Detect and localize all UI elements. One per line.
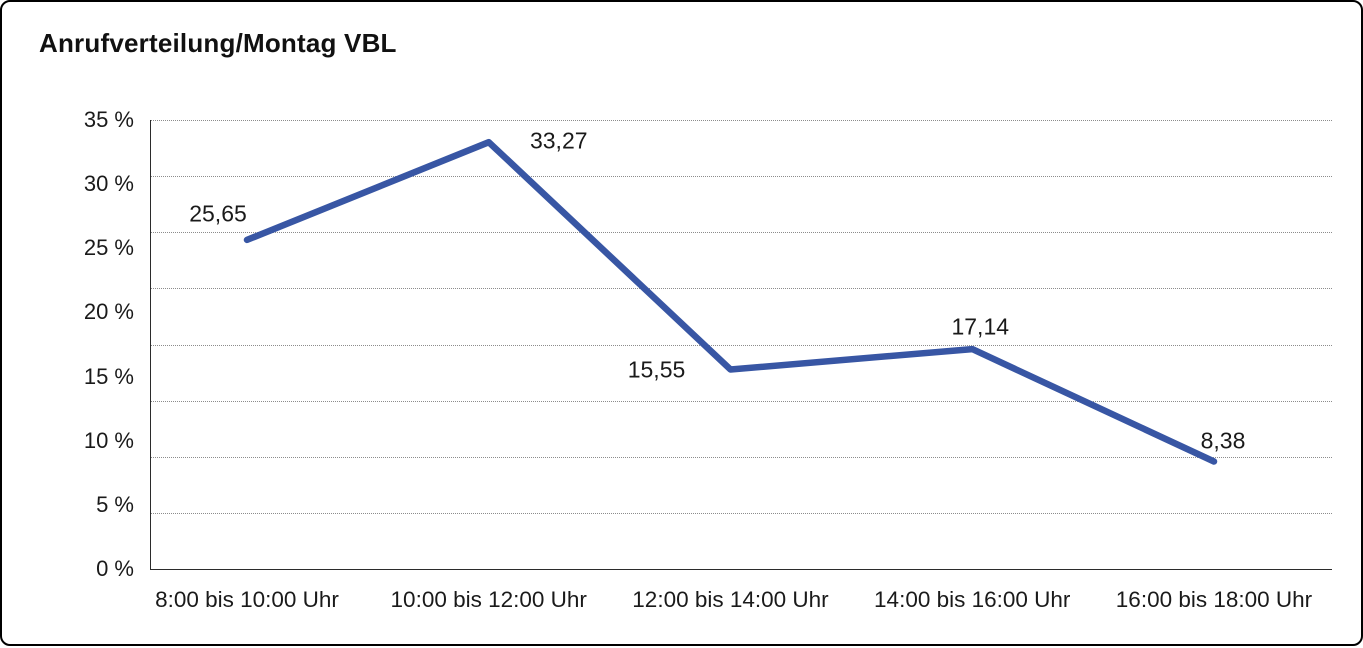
x-category-label: 14:00 bis 16:00 Uhr — [874, 587, 1071, 612]
gridline — [150, 512, 1332, 514]
x-axis-line — [150, 569, 1332, 570]
x-category-label: 8:00 bis 10:00 Uhr — [155, 587, 339, 612]
gridline — [150, 176, 1332, 178]
y-tick-label: 25 % — [83, 235, 134, 261]
y-tick-label: 10 % — [83, 427, 134, 453]
gridline — [150, 288, 1332, 290]
data-value-label: 25,65 — [189, 200, 247, 227]
y-tick-label: 5 % — [96, 491, 134, 517]
data-value-label: 8,38 — [1200, 427, 1246, 454]
gridline — [150, 232, 1332, 234]
data-value-label: 15,55 — [627, 356, 686, 383]
data-value-label: 17,14 — [951, 313, 1010, 340]
gridline — [150, 456, 1332, 458]
x-category-label: 12:00 bis 14:00 Uhr — [632, 587, 829, 612]
gridline — [150, 400, 1332, 402]
y-tick-label: 15 % — [83, 363, 134, 389]
gridline — [150, 344, 1332, 346]
chart-line — [243, 138, 1218, 465]
y-tick-label: 0 % — [96, 556, 134, 581]
chart-title: Anrufverteilung/Montag VBL — [39, 28, 397, 58]
y-tick-label: 35 % — [83, 107, 134, 132]
y-axis-line — [150, 120, 151, 569]
data-value-label: 33,27 — [529, 127, 588, 154]
x-category-label: 10:00 bis 12:00 Uhr — [390, 587, 587, 612]
y-tick-label: 20 % — [83, 299, 134, 325]
gridline — [150, 120, 1332, 121]
x-category-label: 16:00 bis 18:00 Uhr — [1115, 587, 1313, 612]
y-tick-label: 30 % — [83, 171, 134, 197]
